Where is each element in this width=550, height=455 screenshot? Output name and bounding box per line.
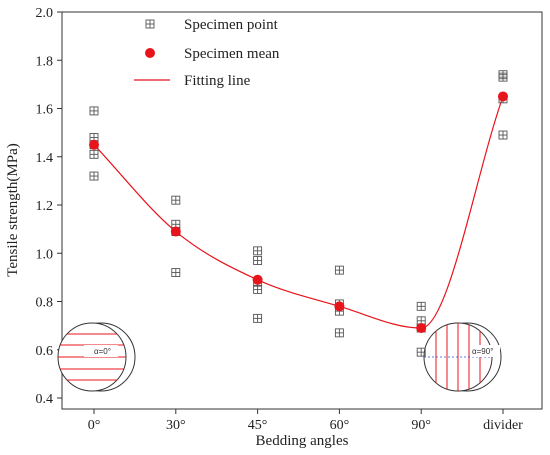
inset-alpha-0: α=0° <box>57 322 136 392</box>
specimen-point <box>416 347 426 357</box>
legend-label-specimen-mean: Specimen mean <box>184 46 280 62</box>
specimen-point <box>171 268 181 277</box>
x-tick-label: 0° <box>88 418 101 433</box>
inset-alpha-90: α=90° <box>423 322 502 392</box>
y-tick-label: 1.6 <box>36 103 54 118</box>
specimen-point <box>498 72 508 82</box>
specimen-point <box>334 265 344 275</box>
y-tick-label: 1.0 <box>36 247 54 262</box>
x-tick-label: 45° <box>248 418 268 433</box>
y-tick-label: 1.8 <box>36 54 54 69</box>
legend-label-specimen-point: Specimen point <box>184 17 279 33</box>
legend: Specimen point Specimen mean Fitting lin… <box>134 17 280 89</box>
legend-marker-specimen-mean <box>145 48 155 58</box>
y-axis-title: Tensile strength(MPa) <box>5 143 21 277</box>
specimen-mean <box>89 139 99 150</box>
specimen-point <box>171 195 181 205</box>
y-tick-label: 0.6 <box>36 344 54 359</box>
specimen-points <box>89 70 508 357</box>
fitting-line <box>93 96 504 329</box>
specimen-point <box>498 130 508 140</box>
specimen-point <box>89 171 99 181</box>
specimen-point <box>334 328 344 338</box>
x-tick-label: divider <box>483 418 523 433</box>
x-tick-label: 60° <box>330 418 350 433</box>
specimen-point <box>416 301 426 311</box>
specimen-mean <box>498 91 508 102</box>
specimen-point <box>89 149 99 159</box>
plot-frame <box>61 11 543 410</box>
y-tick-label: 1.4 <box>36 151 54 166</box>
legend-label-fitting-line: Fitting line <box>184 73 251 89</box>
inset-alpha-0-label: α=0° <box>94 347 111 356</box>
x-axis: 0° 30° 45° 60° 90° divider <box>88 409 523 433</box>
specimen-mean <box>170 226 181 237</box>
legend-marker-specimen-point <box>145 19 155 29</box>
specimen-means <box>89 91 508 334</box>
x-tick-label: 30° <box>166 418 186 433</box>
x-axis-title: Bedding angles <box>256 433 349 449</box>
y-tick-label: 2.0 <box>36 6 54 21</box>
specimen-mean <box>252 274 263 285</box>
x-tick-label: 90° <box>411 418 431 433</box>
specimen-point <box>253 284 263 294</box>
y-tick-label: 1.2 <box>36 199 54 214</box>
y-axis: 0.4 0.6 0.8 1.0 1.2 1.4 1.6 1.8 2.0 <box>36 6 62 407</box>
y-tick-label: 0.8 <box>36 296 54 311</box>
inset-alpha-90-label: α=90° <box>472 347 493 356</box>
y-tick-label: 0.4 <box>36 392 54 407</box>
specimen-point <box>89 106 99 116</box>
specimen-point <box>253 313 263 323</box>
specimen-mean <box>416 323 427 334</box>
specimen-mean <box>334 301 345 312</box>
specimen-point <box>253 246 263 256</box>
specimen-point <box>253 256 263 265</box>
